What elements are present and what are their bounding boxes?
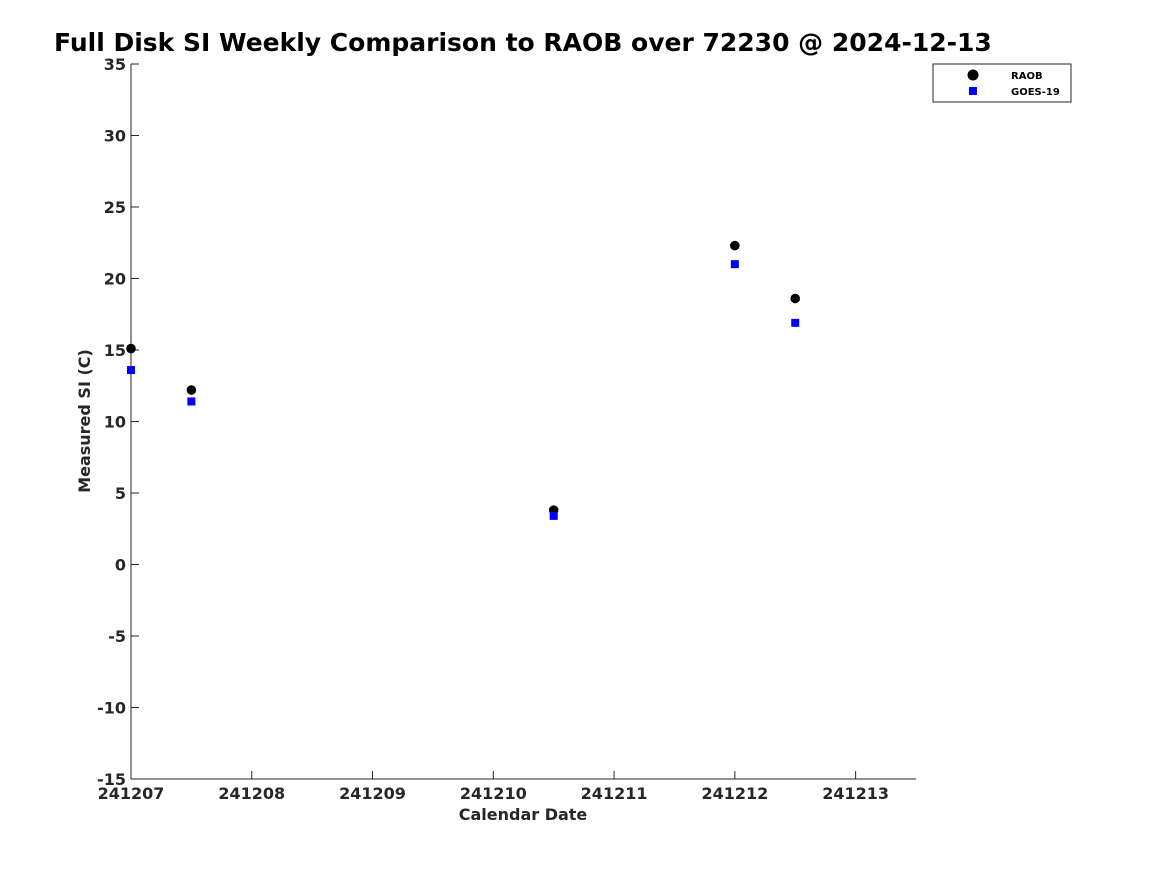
- x-tick-label: 241212: [701, 784, 768, 803]
- series-goes-19: [127, 260, 800, 520]
- y-tick-label: -10: [97, 699, 126, 718]
- data-point-goes-19: [127, 366, 135, 375]
- x-tick-label: 241208: [218, 784, 285, 803]
- legend-label-goes-19: GOES-19: [1011, 87, 1060, 98]
- y-tick-label: 10: [104, 413, 126, 432]
- y-tick-label: 5: [115, 484, 126, 503]
- y-tick-label: 0: [115, 556, 126, 575]
- y-tick-label: 35: [104, 55, 126, 74]
- x-tick-label: 241207: [98, 784, 165, 803]
- data-point-goes-19: [791, 318, 800, 327]
- legend: RAOB GOES-19: [932, 63, 1072, 103]
- series-raob: [126, 240, 801, 515]
- x-tick-label: 241209: [339, 784, 406, 803]
- data-point-goes-19: [549, 511, 558, 520]
- data-point-raob: [186, 385, 197, 395]
- data-marks: [126, 240, 801, 520]
- data-point-raob: [126, 343, 136, 354]
- legend-marker-raob: [967, 69, 979, 81]
- x-tick-label: 241210: [460, 784, 527, 803]
- data-point-raob: [730, 240, 740, 251]
- legend-box: [932, 63, 1072, 103]
- y-tick-label: -15: [97, 770, 126, 789]
- data-point-goes-19: [187, 397, 196, 406]
- y-tick-label: -5: [108, 627, 126, 646]
- y-tick-label: 25: [104, 198, 126, 217]
- data-point-raob: [790, 293, 801, 304]
- legend-label-raob: RAOB: [1011, 71, 1043, 82]
- x-tick-label: 241211: [581, 784, 648, 803]
- data-point-goes-19: [730, 260, 739, 269]
- chart-title: Full Disk SI Weekly Comparison to RAOB o…: [54, 28, 992, 57]
- legend-marker-goes-19: [969, 87, 977, 95]
- y-tick-label: 15: [104, 341, 126, 360]
- x-axis-label: Calendar Date: [459, 805, 588, 824]
- y-axis-label: Measured SI (C): [75, 349, 94, 493]
- y-tick-label: 30: [104, 127, 126, 146]
- y-tick-label: 20: [104, 270, 126, 289]
- x-tick-label: 241213: [822, 784, 889, 803]
